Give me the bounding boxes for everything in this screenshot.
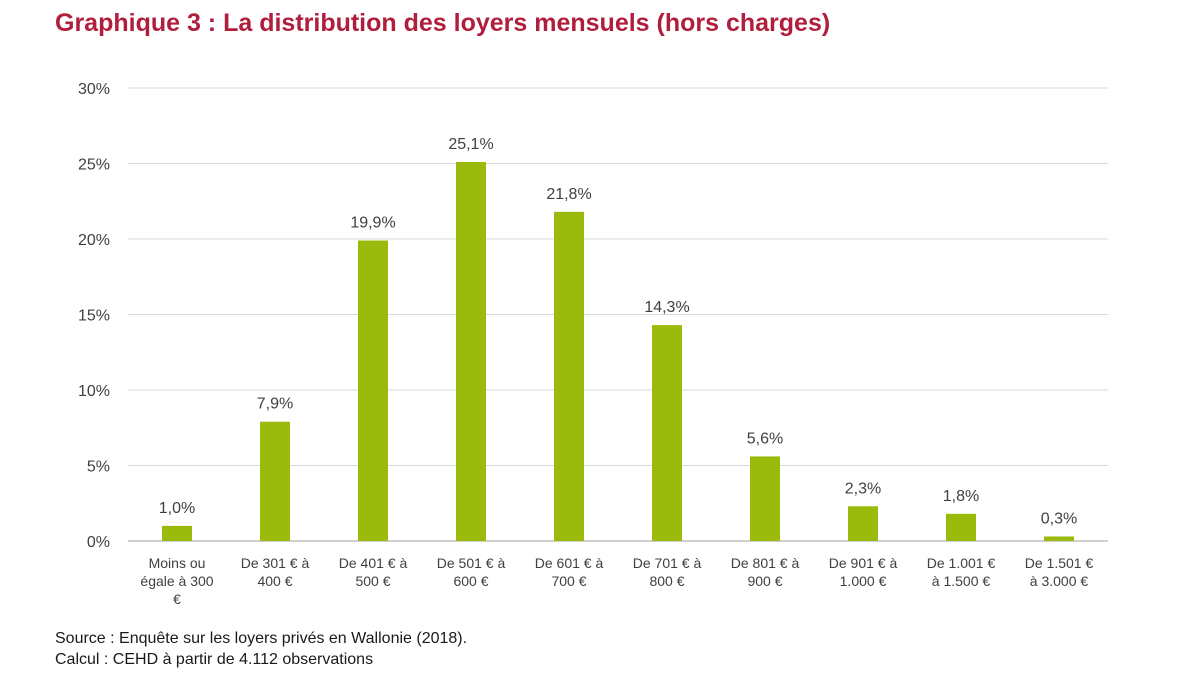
y-tick-label: 20% xyxy=(78,232,110,249)
bar xyxy=(162,525,192,541)
data-label: 0,3% xyxy=(1041,510,1077,527)
bar xyxy=(652,325,682,541)
x-axis-tick-labels: Moins ou égale à 300 € De 301 € à 400 € De 40… xyxy=(140,555,1093,607)
y-tick-label: 0% xyxy=(87,534,110,551)
bar xyxy=(260,421,290,541)
data-label: 1,8% xyxy=(943,488,979,505)
bar xyxy=(554,211,584,541)
bars xyxy=(162,161,1074,542)
x-tick-label: De 401 € à 500 € xyxy=(339,555,408,589)
bar xyxy=(1044,536,1074,541)
y-axis-tick-labels: 0% 5% 10% 15% 20% 25% 30% xyxy=(78,81,110,551)
x-tick-label: De 1.501 € à 3.000 € xyxy=(1025,555,1094,589)
data-label: 7,9% xyxy=(257,396,293,413)
bar xyxy=(946,513,976,541)
calculation-note: Calcul : CEHD à partir de 4.112 observat… xyxy=(55,651,374,668)
x-tick-label: De 601 € à 700 € xyxy=(535,555,604,589)
data-label: 14,3% xyxy=(644,299,689,316)
x-tick-label: De 901 € à 1.000 € xyxy=(829,555,898,589)
y-tick-label: 5% xyxy=(87,459,110,476)
y-tick-label: 15% xyxy=(78,308,110,325)
data-label: 21,8% xyxy=(546,186,591,203)
y-tick-label: 10% xyxy=(78,383,110,400)
chart-footer: Source : Enquête sur les loyers privés e… xyxy=(55,628,467,670)
y-tick-label: 25% xyxy=(78,157,110,174)
source-note: Source : Enquête sur les loyers privés e… xyxy=(55,630,468,647)
data-label: 25,1% xyxy=(448,136,493,153)
data-label: 19,9% xyxy=(350,215,395,232)
data-labels: 1,0% 7,9% 19,9% 25,1% 21,8% 14,3% 5,6% 2,3% 1,8%… xyxy=(159,136,1077,527)
x-tick-label: De 801 € à 900 € xyxy=(731,555,800,589)
x-tick-label: Moins ou égale à 300 € xyxy=(140,555,213,607)
bar xyxy=(750,456,780,541)
gridlines xyxy=(128,87,1108,542)
data-label: 5,6% xyxy=(747,430,783,447)
bar xyxy=(358,240,388,541)
chart-title: Graphique 3 : La distribution des loyers… xyxy=(55,9,831,37)
y-tick-label: 30% xyxy=(78,81,110,98)
x-tick-label: De 501 € à 600 € xyxy=(437,555,506,589)
data-label: 1,0% xyxy=(159,500,195,517)
x-tick-label: De 301 € à 400 € xyxy=(241,555,310,589)
data-label: 2,3% xyxy=(845,480,881,497)
x-tick-label: De 701 € à 800 € xyxy=(633,555,702,589)
bar xyxy=(848,506,878,541)
bar xyxy=(456,161,486,542)
x-tick-label: De 1.001 € à 1.500 € xyxy=(927,555,996,589)
